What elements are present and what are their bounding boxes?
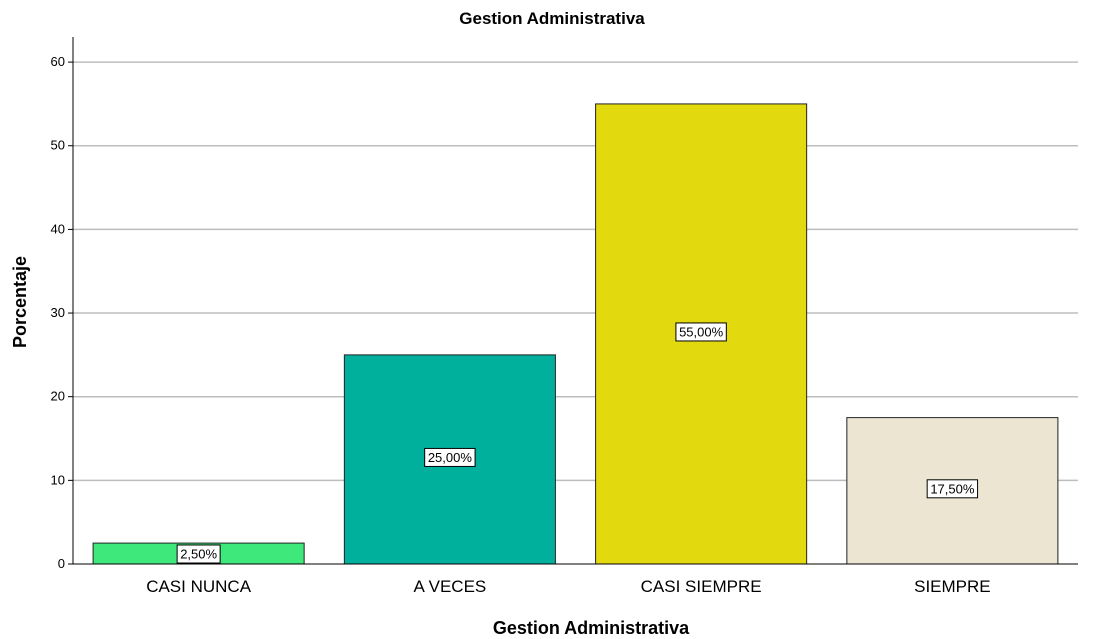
chart-title: Gestion Administrativa: [459, 9, 645, 28]
y-tick-label: 50: [51, 138, 65, 153]
data-label-box: [424, 447, 476, 467]
data-labels: 2,50% 25,00% 55,00% 17,50%: [176, 322, 979, 564]
data-label: 55,00%: [679, 324, 724, 339]
bars: [92, 103, 1059, 565]
data-label-box: [176, 544, 221, 564]
y-tick-label: 60: [51, 54, 65, 69]
y-tick-label: 0: [58, 556, 65, 571]
x-tick-label: CASI NUNCA: [146, 577, 252, 596]
data-label-box: [926, 479, 979, 499]
y-axis-ticks: 0 10 20 30 40 50 60: [51, 54, 73, 571]
y-tick-label: 20: [51, 389, 65, 404]
bar: [343, 354, 556, 565]
x-tick-label: SIEMPRE: [914, 577, 991, 596]
data-label: 2,50%: [180, 547, 217, 562]
x-tick-label: CASI SIEMPRE: [641, 577, 762, 596]
y-tick-label: 40: [51, 221, 65, 236]
data-label-box: [675, 322, 727, 342]
y-axis-label: Porcentaje: [10, 256, 30, 348]
y-tick-label: 30: [51, 305, 65, 320]
x-tick-label: A VECES: [413, 577, 486, 596]
x-axis-ticks: CASI NUNCA A VECES CASI SIEMPRE SIEMPRE: [146, 577, 990, 596]
x-axis-label: Gestion Administrativa: [493, 618, 690, 638]
data-label: 17,50%: [930, 481, 975, 496]
y-tick-label: 10: [51, 472, 65, 487]
data-label: 25,00%: [428, 450, 473, 465]
